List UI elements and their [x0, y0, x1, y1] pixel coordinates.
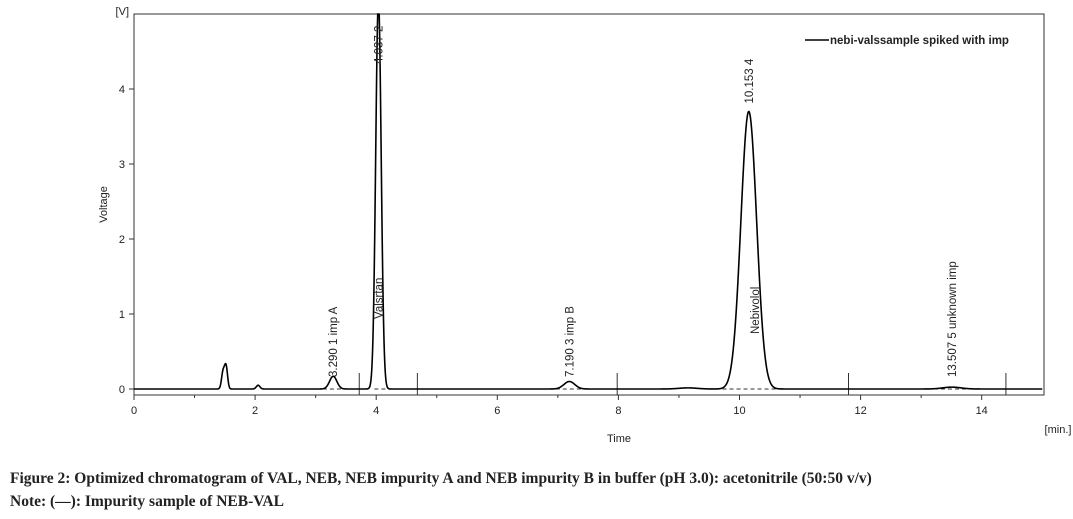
x-tick-label: 14: [976, 405, 988, 417]
peak-retention-label: 4.037 2: [373, 26, 385, 64]
peak-name-label: Nebivolol: [750, 287, 762, 334]
peak-label-group: 13.507 5 unknown imp: [947, 261, 959, 377]
y-tick-label: 4: [119, 84, 125, 96]
peak-label-group: 7.190 3 imp B: [564, 306, 576, 377]
peak-label-text: 3.290 1 imp A: [328, 306, 340, 377]
x-axis-title: Time: [607, 433, 631, 445]
x-tick-label: 10: [733, 405, 745, 417]
x-unit-label: [min.]: [1045, 424, 1072, 436]
figure-note: Note: (—): Impurity sample of NEB-VAL: [10, 493, 284, 510]
peak-label-group: 4.037 2 Valsrtan: [373, 26, 385, 319]
peak-label-group: 10.153 4 Nebivolol: [744, 58, 762, 334]
peak-label-text: 13.507 5 unknown imp: [947, 261, 959, 377]
x-tick-label: 12: [854, 405, 866, 417]
plot-frame: [133, 13, 1045, 396]
y-tick-label: 0: [119, 384, 125, 396]
y-unit-label: [V]: [116, 6, 129, 18]
chromatogram-trace: [134, 13, 1043, 390]
y-tick-label: 1: [119, 309, 125, 321]
x-tick-label: 0: [131, 405, 137, 417]
peak-labels: 3.290 1 imp A 4.037 2 Valsrtan 7.190 3 imp …: [328, 26, 959, 377]
legend: nebi-valssample spiked with imp: [805, 35, 1009, 47]
chart-marks: [134, 13, 1043, 395]
legend-label: nebi-valssample spiked with imp: [830, 35, 1009, 47]
x-tick-label: 2: [252, 405, 258, 417]
peak-label-group: 3.290 1 imp A: [328, 306, 340, 377]
peak-name-label: Valsrtan: [373, 278, 385, 319]
peak-retention-label: 10.153 4: [744, 58, 756, 103]
figure-caption: Figure 2: Optimized chromatogram of VAL,…: [10, 470, 872, 487]
x-tick-label: 6: [494, 405, 500, 417]
peak-label-text: 7.190 3 imp B: [564, 306, 576, 377]
plot-border: [133, 13, 1045, 396]
x-tick-label: 4: [373, 405, 379, 417]
y-tick-label: 3: [119, 159, 125, 171]
y-tick-label: 2: [119, 234, 125, 246]
y-axis-title: Voltage: [98, 186, 110, 223]
x-tick-label: 8: [615, 405, 621, 417]
